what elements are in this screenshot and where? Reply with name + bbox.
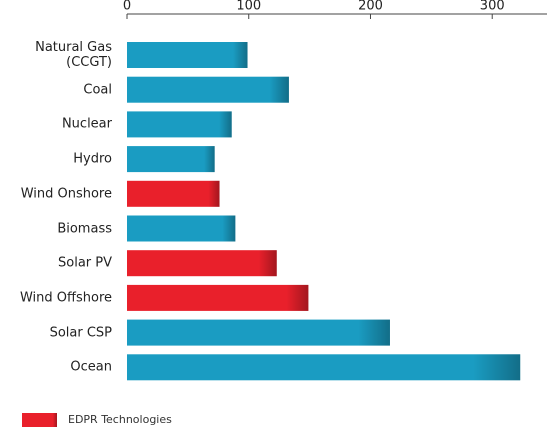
bar-shade (127, 146, 215, 173)
y-tick-label: Wind Offshore (19, 290, 112, 306)
x-tick-label: 0 (123, 0, 131, 14)
x-tick-label: 200 (358, 0, 383, 14)
y-tick-label: Solar CSP (49, 325, 112, 341)
legend-label: EDPR Technologies (68, 413, 172, 426)
y-tick-label: Solar PV (58, 255, 112, 271)
y-tick-label: Ocean (70, 359, 112, 375)
bar-shade (127, 76, 289, 103)
legend-swatch-shade (22, 413, 57, 427)
y-tick-label: Biomass (57, 221, 112, 236)
bar-shade (127, 354, 521, 381)
bar-shade (127, 42, 248, 68)
y-tick-label: Natural Gas (CCGT) (35, 40, 112, 70)
y-tick-label: Coal (83, 82, 112, 98)
bar-shade (127, 319, 390, 346)
bar-shade (127, 111, 232, 138)
x-tick-label: 300 (480, 0, 505, 14)
y-tick-label: Hydro (73, 151, 112, 167)
x-tick-label: 100 (236, 0, 261, 14)
y-tick-label: Nuclear (61, 116, 112, 132)
bar-shade (127, 215, 236, 242)
bar-shade (127, 284, 309, 311)
y-tick-label: Wind Onshore (20, 186, 112, 202)
bar-shade (127, 250, 277, 277)
bar-shade (127, 180, 220, 207)
